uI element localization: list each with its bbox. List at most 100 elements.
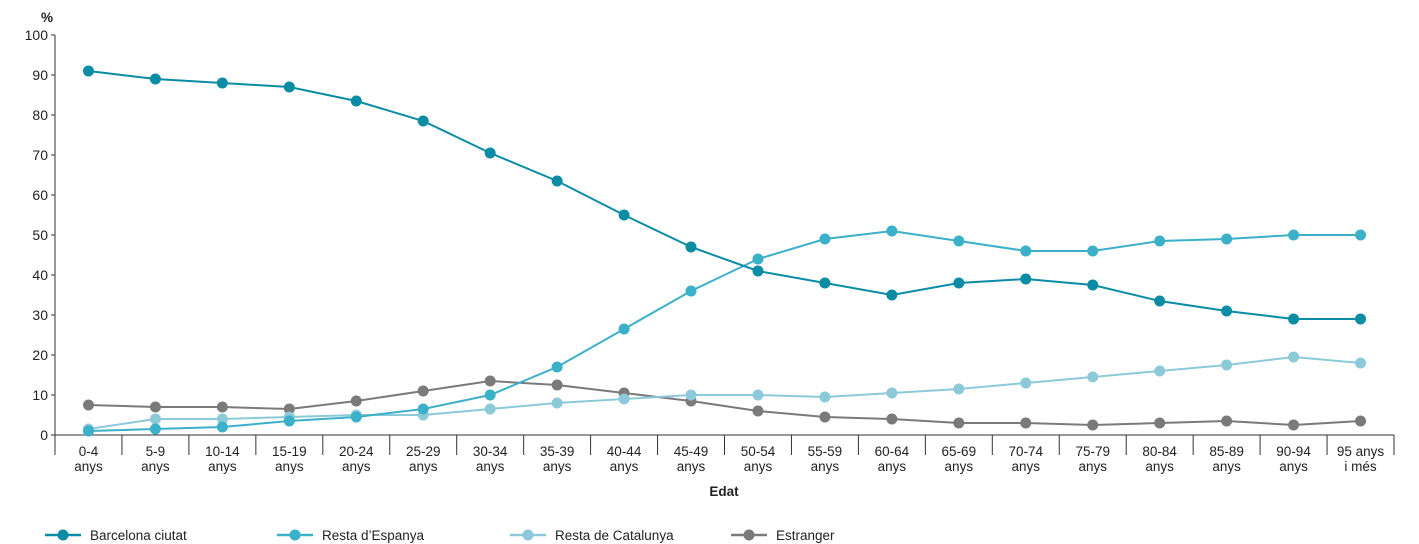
- data-point: [1154, 295, 1166, 307]
- x-tick-label: 65-69 anys: [942, 444, 977, 474]
- x-tick-label: 60-64 anys: [875, 444, 910, 474]
- data-point: [350, 395, 362, 407]
- data-point: [417, 403, 429, 415]
- x-tick-label-line: 30-34: [473, 444, 508, 459]
- data-point: [149, 413, 161, 425]
- data-point: [819, 277, 831, 289]
- data-point: [149, 401, 161, 413]
- x-tick-label-line: 5-9: [146, 444, 166, 459]
- x-tick-label: 15-19 anys: [272, 444, 307, 474]
- x-tick-label-line: 70-74: [1009, 444, 1044, 459]
- data-point: [1087, 371, 1099, 383]
- x-tick-label-line: anys: [141, 459, 170, 474]
- y-tick-label: 70: [32, 147, 48, 163]
- legend: Barcelona ciutat Resta d’Espanya Resta de …: [45, 528, 835, 543]
- x-tick-label-line: anys: [208, 459, 237, 474]
- x-tick-label-line: anys: [275, 459, 304, 474]
- data-point: [953, 277, 965, 289]
- x-tick-label-line: i més: [1344, 459, 1377, 474]
- x-tick-label: 40-44 anys: [607, 444, 642, 474]
- data-point: [1020, 273, 1032, 285]
- x-tick-label-line: anys: [744, 459, 773, 474]
- series-line: [88, 355, 1361, 430]
- data-point: [685, 241, 697, 253]
- x-tick-label: 50-54 anys: [741, 444, 776, 474]
- data-point: [685, 285, 697, 297]
- x-tick-label-line: 50-54: [741, 444, 776, 459]
- x-tick-label-line: anys: [342, 459, 371, 474]
- x-tick-label-line: 15-19: [272, 444, 307, 459]
- x-tick-label: 35-39 anys: [540, 444, 575, 474]
- data-point: [484, 403, 496, 415]
- legend-label: Barcelona ciutat: [90, 528, 187, 543]
- data-point: [1154, 417, 1166, 429]
- x-tick-label: 45-49 anys: [674, 444, 709, 474]
- data-point: [886, 289, 898, 301]
- legend-item: Barcelona ciutat: [45, 528, 187, 543]
- x-axis-label: Edat: [709, 484, 739, 499]
- data-point: [819, 391, 831, 403]
- data-point: [1355, 229, 1367, 241]
- legend-swatch-dot: [743, 529, 755, 541]
- data-point: [417, 385, 429, 397]
- data-point: [216, 77, 228, 89]
- data-point: [484, 147, 496, 159]
- x-tick-label-line: anys: [1078, 459, 1107, 474]
- y-tick-label: 50: [32, 227, 48, 243]
- x-tick-label: 90-94 anys: [1276, 444, 1311, 474]
- x-tick-label-line: 55-59: [808, 444, 843, 459]
- x-tick-label: 10-14 anys: [205, 444, 240, 474]
- data-point: [886, 225, 898, 237]
- data-point: [1087, 419, 1099, 431]
- series-1: [82, 225, 1367, 437]
- x-tick-label-line: 85-89: [1209, 444, 1244, 459]
- legend-label: Resta de Catalunya: [555, 528, 674, 543]
- x-tick-label-line: 40-44: [607, 444, 642, 459]
- data-point: [1154, 235, 1166, 247]
- data-point: [551, 397, 563, 409]
- data-point: [350, 95, 362, 107]
- data-point: [1355, 313, 1367, 325]
- data-point: [1355, 357, 1367, 369]
- x-tick-label-line: anys: [811, 459, 840, 474]
- x-tick-label: 5-9 anys: [141, 444, 170, 474]
- data-point: [1288, 229, 1300, 241]
- x-tick-label: 25-29 anys: [406, 444, 441, 474]
- data-point: [484, 389, 496, 401]
- x-tick-label-line: 60-64: [875, 444, 910, 459]
- x-tick-label-line: anys: [878, 459, 907, 474]
- data-point: [1288, 351, 1300, 363]
- legend-label: Resta d’Espanya: [322, 528, 425, 543]
- data-point: [1221, 233, 1233, 245]
- x-tick-label: 85-89 anys: [1209, 444, 1244, 474]
- data-point: [1355, 415, 1367, 427]
- x-tick-label: 75-79 anys: [1075, 444, 1110, 474]
- y-tick-label: 80: [32, 107, 48, 123]
- x-tick-label-line: 90-94: [1276, 444, 1311, 459]
- x-tick-label-line: 25-29: [406, 444, 441, 459]
- data-point: [886, 413, 898, 425]
- data-point: [1020, 245, 1032, 257]
- x-tick-label-line: anys: [74, 459, 103, 474]
- legend-label: Estranger: [776, 528, 835, 543]
- data-point: [1221, 359, 1233, 371]
- data-point: [149, 423, 161, 435]
- x-tick-label: 30-34 anys: [473, 444, 508, 474]
- x-tick-label-line: anys: [1145, 459, 1174, 474]
- y-tick-label: 0: [40, 427, 48, 443]
- x-tick-label-line: anys: [610, 459, 639, 474]
- data-point: [752, 389, 764, 401]
- data-point: [618, 323, 630, 335]
- x-tick-label-line: 45-49: [674, 444, 709, 459]
- x-tick-label: 95 anys i més: [1337, 444, 1385, 474]
- x-tick-label: 80-84 anys: [1142, 444, 1177, 474]
- data-point: [953, 417, 965, 429]
- y-tick-label: 30: [32, 307, 48, 323]
- series: [82, 65, 1367, 437]
- x-tick-label-line: anys: [476, 459, 505, 474]
- data-point: [216, 421, 228, 433]
- data-point: [82, 399, 94, 411]
- legend-item: Estranger: [731, 528, 835, 543]
